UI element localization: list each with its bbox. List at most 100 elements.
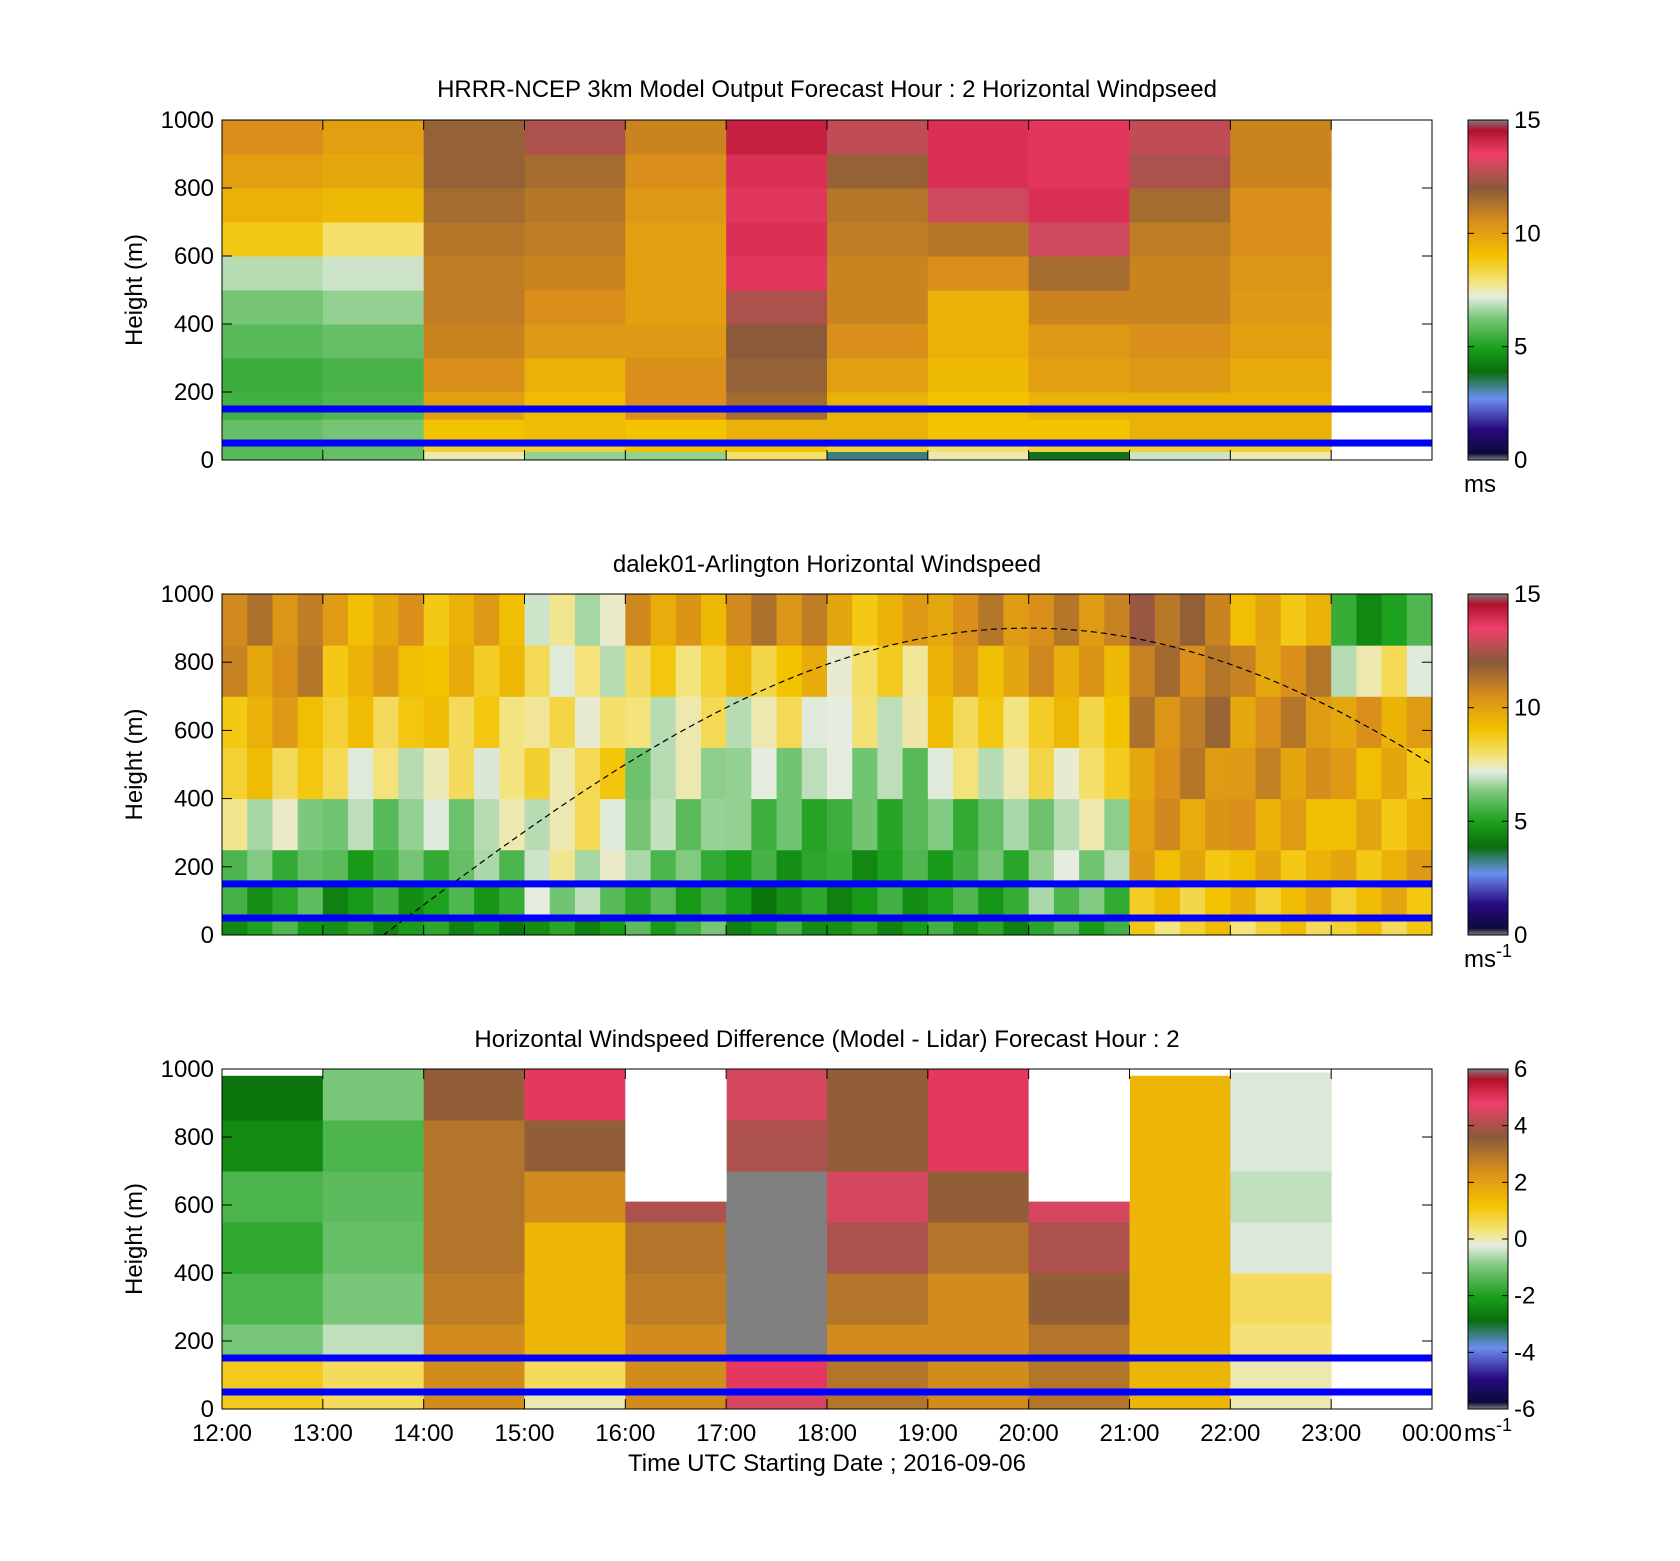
heatmap-cell: [726, 849, 752, 885]
heatmap-cell: [751, 849, 778, 885]
heatmap-cell: [927, 1392, 1030, 1410]
heatmap-cell: [852, 849, 878, 885]
heatmap-cell: [1079, 798, 1105, 851]
heatmap-cell: [675, 594, 702, 646]
heatmap-cell: [927, 324, 1030, 359]
heatmap-cell: [726, 222, 828, 257]
colorbar: -6 -4 -2 0 2 4 6 ms-1: [1464, 1056, 1535, 1447]
heatmap-cell: [272, 594, 299, 646]
heatmap-cell: [1230, 358, 1332, 393]
y-tick-label: 200: [174, 854, 214, 881]
heatmap-cell: [348, 849, 374, 885]
heatmap-cell: [348, 594, 374, 646]
heatmap-cell: [448, 747, 475, 800]
heatmap-cell: [927, 1273, 1030, 1325]
no-data-region: [222, 1069, 324, 1076]
colorbar-tick-label: 6: [1514, 1056, 1527, 1083]
heatmap-cell: [801, 696, 828, 748]
heatmap-cell: [322, 1273, 425, 1325]
heatmap-cell: [827, 419, 929, 441]
x-tick-label: 17:00: [696, 1420, 756, 1447]
heatmap-cell: [625, 324, 727, 359]
heatmap-cell: [1280, 747, 1307, 800]
heatmap-cell: [423, 917, 450, 936]
heatmap-cell: [1255, 696, 1282, 748]
heatmap-cell: [322, 1120, 425, 1172]
heatmap-cell: [222, 798, 248, 851]
heatmap-cell: [1154, 594, 1181, 646]
heatmap-cell: [1028, 222, 1130, 257]
heatmap-cell: [726, 696, 752, 748]
heatmap-cell: [1028, 290, 1130, 325]
heatmap-cell: [1230, 120, 1332, 155]
heatmap-cell: [600, 849, 626, 885]
heatmap-cell: [927, 849, 954, 885]
heatmap-cell: [474, 696, 500, 748]
heatmap-cell: [625, 154, 727, 189]
x-tick-label: 21:00: [1099, 1420, 1159, 1447]
heatmap-cell: [877, 849, 904, 885]
heatmap-cell: [474, 917, 500, 936]
heatmap-cell: [1381, 798, 1408, 851]
colorbar-unit: ms-1: [1464, 941, 1512, 973]
heatmap-cell: [574, 917, 601, 936]
heatmap-cell: [423, 1392, 525, 1410]
heatmap-cell: [726, 798, 752, 851]
heatmap-cell: [524, 1120, 626, 1172]
heatmap-cell: [524, 1171, 626, 1223]
heatmap-cell: [827, 1120, 929, 1172]
heatmap-cell: [1305, 645, 1332, 697]
heatmap-cell: [625, 358, 727, 393]
heatmap-cell: [222, 1324, 324, 1359]
y-tick-label: 800: [174, 175, 214, 202]
x-tick-label: 14:00: [394, 1420, 454, 1447]
heatmap-cell: [499, 594, 525, 646]
colorbar-unit: ms-1: [1464, 1415, 1512, 1447]
heatmap-cell: [423, 188, 525, 223]
heatmap-cell: [625, 1392, 727, 1410]
heatmap-cell: [726, 883, 752, 919]
heatmap-cell: [600, 645, 626, 697]
heatmap-cell: [398, 849, 425, 885]
heatmap-cell: [776, 798, 803, 851]
heatmap-cell: [322, 419, 425, 441]
heatmap-cell: [322, 1358, 425, 1393]
heatmap-cell: [1028, 358, 1130, 393]
heatmap-cell: [524, 1222, 626, 1274]
heatmap-cell: [222, 645, 248, 697]
heatmap-cell: [1305, 883, 1332, 919]
heatmap-cell: [474, 798, 500, 851]
heatmap-cell: [524, 798, 551, 851]
heatmap-cell: [222, 594, 248, 646]
heatmap-cell: [1154, 883, 1181, 919]
y-tick-label: 800: [174, 1124, 214, 1151]
heatmap-cell: [927, 256, 1030, 291]
heatmap-cell: [524, 696, 551, 748]
heatmap-cell: [827, 798, 853, 851]
heatmap-cell: [1079, 747, 1105, 800]
heatmap-cell: [700, 883, 727, 919]
heatmap-cell: [1028, 1324, 1130, 1359]
heatmap-cell: [1129, 290, 1231, 325]
heatmap-cell: [322, 1392, 425, 1410]
heatmap-cell: [222, 256, 324, 291]
heatmap-cell: [877, 917, 904, 936]
heatmap-cell: [1129, 1392, 1231, 1410]
heatmap-cell: [600, 747, 626, 800]
heatmap-cell: [1331, 917, 1357, 936]
no-data-region: [625, 1069, 727, 1202]
heatmap-cell: [927, 696, 954, 748]
y-tick-label: 1000: [161, 1056, 214, 1083]
heatmap-cell: [373, 798, 399, 851]
heatmap-cell: [373, 696, 399, 748]
heatmap-cell: [373, 594, 399, 646]
heatmap-cell: [1154, 645, 1181, 697]
heatmap-cell: [1179, 798, 1206, 851]
heatmap-cell: [222, 154, 324, 189]
heatmap-cell: [1230, 419, 1332, 441]
heatmap-cell: [852, 917, 878, 936]
heatmap-cell: [625, 222, 727, 257]
heatmap-cell: [524, 324, 626, 359]
heatmap-cell: [1230, 917, 1257, 936]
heatmap-cell: [322, 917, 349, 936]
